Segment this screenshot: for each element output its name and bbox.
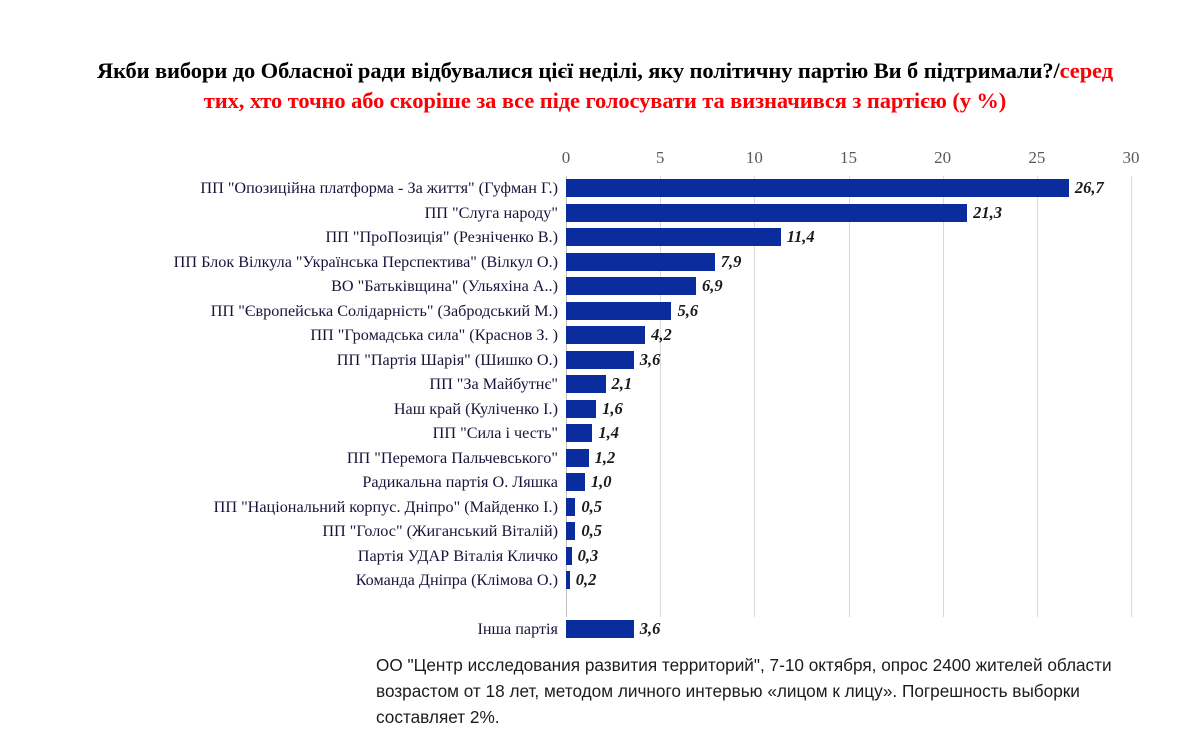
chart-row: Інша партія 3,6 [0, 617, 1200, 642]
category-label: Партія УДАР Віталія Кличко [357, 546, 558, 565]
chart-row: ПП "Опозиційна платформа - За життя" (Гу… [0, 176, 1200, 201]
bar[interactable] [566, 179, 1069, 197]
bar[interactable] [566, 301, 672, 320]
bar[interactable] [566, 424, 593, 442]
bar[interactable] [566, 350, 634, 369]
gridline-0 [566, 176, 567, 617]
bar[interactable] [566, 228, 781, 246]
category-label: ПП "Партія Шарія" (Шишко О.) [336, 350, 558, 369]
category-label: ПП "Слуга народу" [424, 203, 558, 222]
gridline-10 [754, 176, 756, 617]
bar[interactable] [566, 326, 646, 344]
x-tick-label: 5 [655, 148, 665, 167]
category-label: Наш край (Куліченко І.) [393, 399, 558, 418]
title-red-text: серед тих, хто точно або скоріше за все … [203, 58, 1113, 113]
footer-note: ОО "Центр исследования развития территор… [376, 655, 1112, 727]
category-label: ПП "Громадська сила" (Краснов З. ) [310, 326, 558, 344]
category-label: ВО "Батьківщина" (Ульяхіна А..) [331, 277, 558, 295]
plot-area [566, 176, 1132, 617]
category-label: ПП "ПроПозиція" (Резніченко В.) [325, 228, 558, 246]
bar-value-label: 0,5 [581, 496, 603, 516]
bar-value-label: 3,6 [639, 349, 661, 369]
bar[interactable] [566, 546, 572, 565]
bar[interactable] [566, 448, 589, 467]
chart-row: ПП "ПроПозиція" (Резніченко В.) 11,4 [0, 225, 1200, 250]
bar[interactable] [566, 375, 606, 393]
bar[interactable] [566, 399, 597, 418]
chart-row: ПП Блок Вілкула "Українська Перспектива"… [0, 250, 1200, 275]
bar-value-label: 0,2 [575, 570, 597, 589]
chart-row: ПП "Національний корпус. Дніпро" (Майден… [0, 495, 1200, 520]
bar[interactable] [566, 497, 576, 516]
chart-row: Радикальна партія О. Ляшка 1,0 [0, 470, 1200, 495]
bar-value-label: 7,9 [720, 251, 742, 271]
x-tick-label: 10 [745, 148, 763, 167]
category-label: ПП "Сила і честь" [432, 424, 558, 442]
x-tick-label: 15 [840, 148, 857, 167]
gridline-5 [660, 176, 662, 617]
bar-value-label: 0,3 [577, 545, 599, 565]
chart-row: Команда Дніпра (Клімова О.) 0,2 [0, 568, 1200, 593]
page-title: Якби вибори до Обласної ради відбувалися… [80, 56, 1130, 116]
category-label: ПП "Перемога Пальчевського" [346, 448, 558, 467]
bar[interactable] [566, 620, 634, 638]
bar[interactable] [566, 277, 696, 295]
bar-value-label: 1,0 [590, 472, 612, 491]
bar-value-label: 4,2 [651, 325, 672, 344]
chart-row: ПП "Європейська Солідарність" (Забродськ… [0, 299, 1200, 324]
bar[interactable] [566, 252, 715, 271]
category-label: Інша партія [477, 620, 559, 638]
bar-value-label: 26,7 [1074, 178, 1104, 197]
bar[interactable] [566, 203, 968, 222]
gridline-20 [942, 176, 944, 617]
bar-value-label: 5,6 [677, 300, 699, 320]
x-tick-label: 20 [934, 148, 952, 167]
bar-value-label: 21,3 [973, 202, 1003, 222]
chart-row: ПП "За Майбутнє" 2,1 [0, 372, 1200, 397]
x-tick-label: 0 [561, 148, 571, 167]
category-label: Радикальна партія О. Ляшка [362, 473, 558, 491]
gridline-15 [848, 176, 850, 617]
chart-row: Партія УДАР Віталія Кличко 0,3 [0, 544, 1200, 569]
chart-row: ПП "Голос" (Жиганський Віталій) 0,5 [0, 519, 1200, 544]
chart-row: ПП "Сила і честь" 1,4 [0, 421, 1200, 446]
chart-row: ПП "Громадська сила" (Краснов З. ) 4,2 [0, 323, 1200, 348]
category-label: Команда Дніпра (Клімова О.) [355, 571, 558, 589]
chart-row: ПП "Перемога Пальчевського" 1,2 [0, 446, 1200, 471]
category-label: ПП "Європейська Солідарність" (Забродськ… [210, 301, 558, 320]
category-label: ПП Блок Вілкула "Українська Перспектива"… [173, 252, 558, 271]
bar-value-label: 1,6 [602, 398, 623, 418]
chart-row: ПП "Партія Шарія" (Шишко О.) 3,6 [0, 348, 1200, 373]
chart-row: ВО "Батьківщина" (Ульяхіна А..) 6,9 [0, 274, 1200, 299]
chart-row: Наш край (Куліченко І.) 1,6 [0, 397, 1200, 422]
bar-value-label: 6,9 [701, 276, 723, 295]
bar[interactable] [566, 473, 585, 491]
gridline-30 [1131, 176, 1132, 617]
category-label: ПП "Голос" (Жиганський Віталій) [322, 522, 558, 540]
gridline-25 [1036, 176, 1038, 617]
title-black-text: Якби вибори до Обласної ради відбувалися… [97, 58, 1060, 83]
bar[interactable] [566, 522, 576, 540]
category-label: ПП "За Майбутнє" [429, 375, 558, 393]
bar-value-label: 3,6 [639, 619, 661, 638]
bar-value-label: 1,4 [598, 423, 619, 442]
chart-row: ПП "Слуга народу" 21,3 [0, 201, 1200, 226]
bar[interactable] [566, 571, 570, 589]
bar-value-label: 1,2 [594, 447, 616, 467]
bar-value-label: 11,4 [786, 227, 815, 246]
x-tick-label: 25 [1028, 148, 1046, 167]
category-label: ПП "Опозиційна платформа - За життя" (Гу… [200, 179, 558, 197]
x-tick-label: 30 [1122, 148, 1140, 167]
bar-value-label: 2,1 [611, 374, 633, 393]
bar-value-label: 0,5 [581, 521, 603, 540]
category-label: ПП "Національний корпус. Дніпро" (Майден… [213, 497, 558, 516]
